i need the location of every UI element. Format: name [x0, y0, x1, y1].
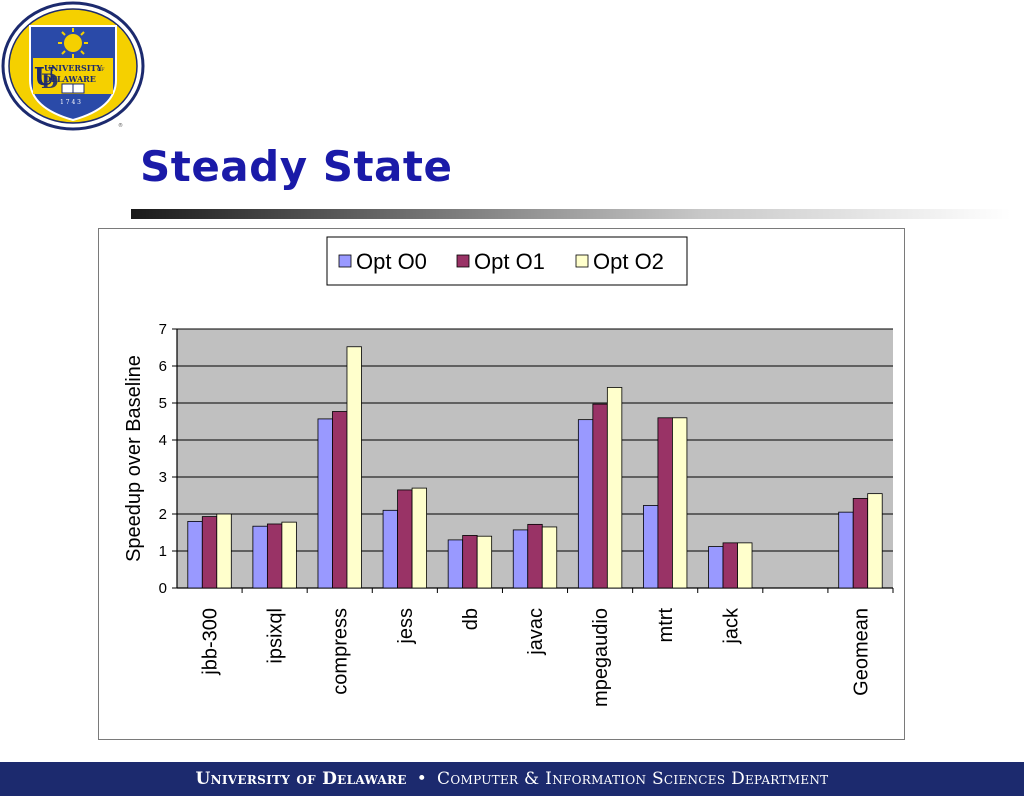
bar-opt-o0 [447, 539, 464, 589]
svg-text:®: ® [118, 122, 123, 129]
footer-bar: University of Delaware • Computer & Info… [0, 762, 1024, 796]
x-tick-label: mpegaudio [590, 608, 612, 707]
bar-opt-o1 [527, 523, 543, 589]
logo-delaware-word: DELAWARE [44, 74, 96, 84]
bar-opt-o2 [411, 487, 427, 589]
x-tick-label: jess [395, 608, 417, 645]
x-tick-label: jbb-300 [200, 608, 222, 676]
bar-opt-o1 [657, 417, 673, 589]
y-tick-label: 4 [159, 432, 167, 449]
bar-opt-o1 [332, 411, 348, 589]
bar-opt-o0 [708, 546, 724, 589]
y-tick-label: 1 [159, 543, 167, 560]
y-tick-label: 2 [159, 506, 167, 523]
svg-text:D: D [41, 69, 58, 93]
x-tick-label: mtrt [655, 608, 677, 643]
bar-opt-o0 [577, 419, 594, 589]
legend-swatch [575, 254, 589, 268]
page-title: Steady State [140, 142, 453, 191]
bar-opt-o2 [281, 521, 297, 589]
bar-opt-o1 [722, 542, 738, 589]
book-icon [61, 83, 85, 94]
bar-opt-o1 [266, 523, 283, 589]
bar-opt-o1 [201, 516, 218, 589]
bar-opt-o2 [346, 346, 362, 589]
footer-department: Computer & Information Sciences Departme… [437, 769, 829, 789]
bar-opt-o2 [216, 513, 232, 589]
logo-of-word: OF [97, 67, 105, 73]
legend-swatch [456, 254, 470, 268]
speedup-bar-chart: 0 1 2 3 4 5 6 7 Speedup over Baseline jbb-300 ipsi… [123, 236, 894, 707]
bar-opt-o1 [852, 498, 869, 589]
x-tick-label: compress [330, 608, 352, 695]
y-tick-label: 3 [159, 469, 167, 486]
x-tick-label: jack [720, 607, 742, 645]
chart-frame: 0 1 2 3 4 5 6 7 Speedup over Baseline jbb-300 ipsi… [98, 228, 905, 740]
footer-university: University of Delaware [195, 769, 407, 789]
bar-opt-o0 [187, 520, 203, 589]
bar-opt-o2 [672, 417, 688, 589]
y-tick-label: 7 [159, 321, 167, 338]
bar-opt-o1 [462, 535, 478, 589]
y-tick-label: 5 [159, 395, 167, 412]
title-divider [131, 209, 1011, 219]
bar-opt-o0 [252, 525, 268, 589]
legend-swatch [338, 254, 352, 268]
bar-opt-o0 [512, 529, 529, 589]
x-tick-label: javac [525, 608, 547, 656]
x-tick-label: ipsixql [265, 608, 287, 664]
y-axis-title: Speedup over Baseline [123, 355, 145, 562]
footer-separator: • [416, 769, 428, 789]
legend-label: Opt O2 [593, 249, 664, 274]
bar-opt-o2 [541, 526, 558, 589]
svg-text:U: U [34, 62, 55, 91]
bar-opt-o0 [317, 418, 333, 589]
bar-opt-o2 [606, 387, 623, 589]
legend [326, 236, 688, 286]
bar-opt-o0 [382, 509, 398, 589]
bar-opt-o2 [476, 535, 493, 589]
y-tick-label: 6 [159, 358, 167, 375]
university-logo: UNIVERSITY OF DELAWARE U D 1 7 4 3 ® [1, 1, 145, 131]
bar-opt-o1 [397, 489, 413, 589]
y-tick-label: 0 [159, 580, 167, 597]
bar-opt-o0 [643, 505, 659, 589]
x-tick-label: db [460, 608, 482, 630]
bar-opt-o2 [867, 493, 883, 589]
bar-opt-o0 [838, 511, 854, 589]
legend-label: Opt O1 [474, 249, 545, 274]
logo-university-word: UNIVERSITY [44, 63, 102, 73]
legend-label: Opt O0 [356, 249, 427, 274]
x-tick-label: Geomean [850, 608, 872, 696]
bar-opt-o1 [592, 403, 608, 589]
logo-year: 1 7 4 3 [60, 99, 81, 106]
bar-opt-o2 [737, 542, 753, 589]
